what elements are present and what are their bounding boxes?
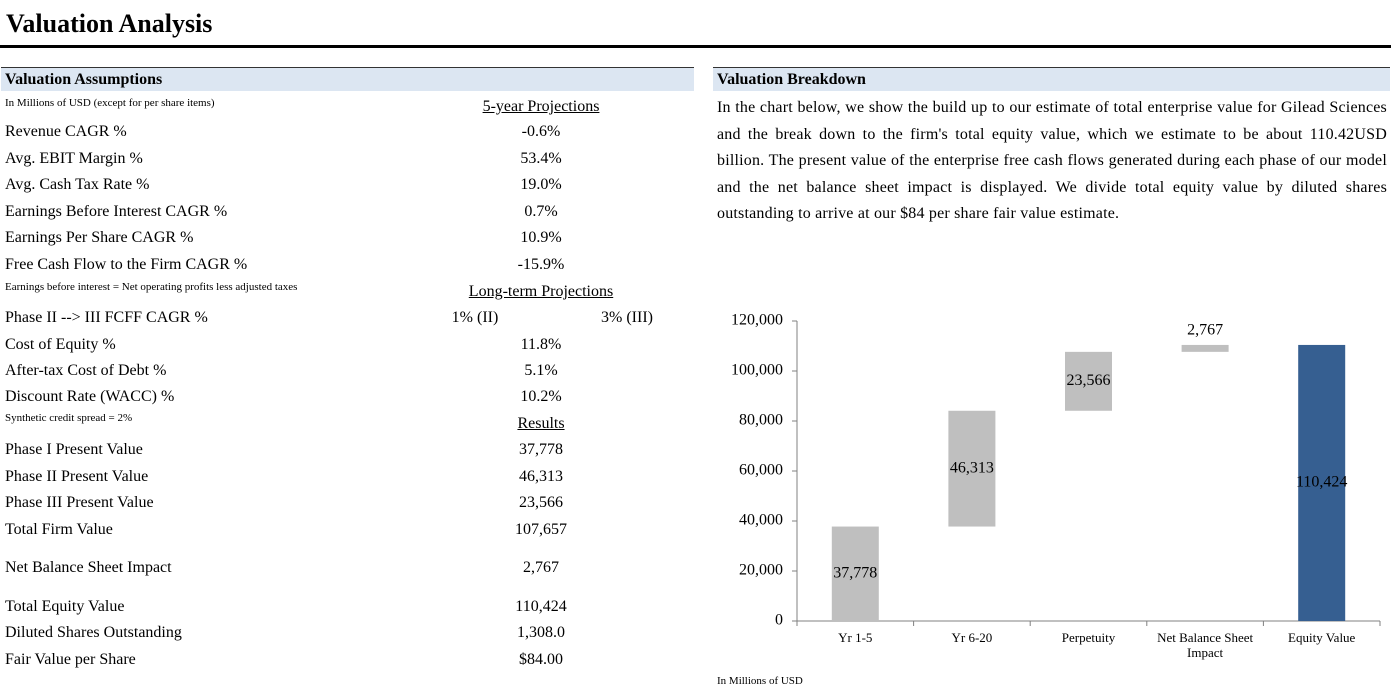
row-value: 2,767	[523, 559, 559, 576]
row-value: 10.9%	[520, 229, 562, 247]
row-label: Net Balance Sheet Impact	[5, 559, 172, 576]
row-label: Avg. EBIT Margin %	[5, 149, 143, 167]
row-label: Cost of Equity %	[5, 336, 116, 353]
row-label: Fair Value per Share	[5, 651, 136, 668]
row-label: Avg. Cash Tax Rate %	[5, 176, 150, 194]
column-heading: Long-term Projections	[468, 283, 614, 300]
column-heading: 5-year Projections	[482, 98, 600, 115]
table-note: Synthetic credit spread = 2%	[5, 412, 133, 424]
row-label: Diluted Shares Outstanding	[5, 624, 182, 641]
column-heading: Results	[517, 415, 565, 432]
y-tick-label: 100,000	[731, 362, 783, 379]
row-value: -15.9%	[517, 256, 565, 273]
bar	[1065, 351, 1112, 411]
row-value: 37,778	[519, 441, 563, 458]
row-label: Earnings Per Share CAGR %	[5, 229, 194, 247]
y-tick-label: 0	[775, 612, 783, 629]
row-label: Phase II --> III FCFF CAGR %	[5, 309, 208, 326]
x-tick-label: Yr 6-20	[951, 630, 993, 645]
y-tick-label: 60,000	[739, 462, 783, 479]
title-rule	[0, 45, 1391, 48]
bar	[831, 526, 879, 621]
x-tick-label: Yr 1-5	[838, 630, 873, 645]
row-value: 10.2%	[520, 388, 562, 405]
x-tick-label: Perpetuity	[1061, 630, 1116, 645]
data-label: 110,424	[1296, 474, 1347, 491]
row-value: 46,313	[519, 468, 563, 485]
page-title: Valuation Analysis	[6, 9, 213, 38]
row-value: 53.4%	[520, 149, 562, 167]
row-value: 1,308.0	[517, 624, 565, 641]
bar	[1181, 344, 1229, 352]
row-label: Total Firm Value	[5, 521, 113, 538]
y-tick-label: 20,000	[739, 562, 783, 579]
units-note: In Millions of USD (except for per share…	[5, 97, 215, 109]
row-label: Phase III Present Value	[5, 494, 154, 511]
row-label: Earnings Before Interest CAGR %	[5, 202, 228, 220]
bar	[948, 410, 996, 527]
row-label: Phase I Present Value	[5, 441, 143, 458]
row-value: 5.1%	[524, 362, 558, 379]
row-label: Total Equity Value	[5, 598, 125, 615]
y-tick-label: 80,000	[739, 412, 783, 429]
row-value: 11.8%	[520, 336, 562, 353]
data-label: 37,778	[833, 564, 877, 581]
row-value: 107,657	[515, 521, 567, 538]
section-header: Valuation Assumptions	[1, 67, 694, 91]
paragraph: In the chart below, we show the build up…	[717, 99, 1387, 222]
section-header: Valuation Breakdown	[713, 67, 1390, 91]
data-label: 23,566	[1067, 372, 1111, 389]
row-value: 0.7%	[524, 202, 558, 220]
data-label: 2,767	[1187, 322, 1223, 339]
table-note: Earnings before interest = Net operating…	[5, 281, 298, 293]
row-value: 23,566	[519, 494, 563, 511]
row-value: -0.6%	[521, 123, 561, 140]
bar	[1298, 344, 1346, 621]
row-value: 1% (II)	[451, 309, 499, 326]
row-label: Phase II Present Value	[5, 468, 149, 485]
x-tick-label: Net Balance Sheet Impact	[1157, 630, 1254, 660]
data-label: 46,313	[950, 459, 994, 476]
row-label: Free Cash Flow to the Firm CAGR %	[5, 256, 248, 273]
row-value: 3% (III)	[601, 309, 653, 326]
y-tick-label: 40,000	[739, 512, 783, 529]
x-tick-label: Equity Value	[1288, 630, 1356, 645]
y-tick-label: 120,000	[731, 312, 783, 329]
row-label: After-tax Cost of Debt %	[5, 362, 167, 379]
row-label: Revenue CAGR %	[5, 123, 127, 140]
chart-footnote: In Millions of USD	[717, 675, 803, 687]
row-value: 110,424	[515, 598, 567, 615]
row-value: $84.00	[519, 651, 563, 668]
row-label: Discount Rate (WACC) %	[5, 388, 175, 405]
row-value: 19.0%	[520, 176, 562, 194]
